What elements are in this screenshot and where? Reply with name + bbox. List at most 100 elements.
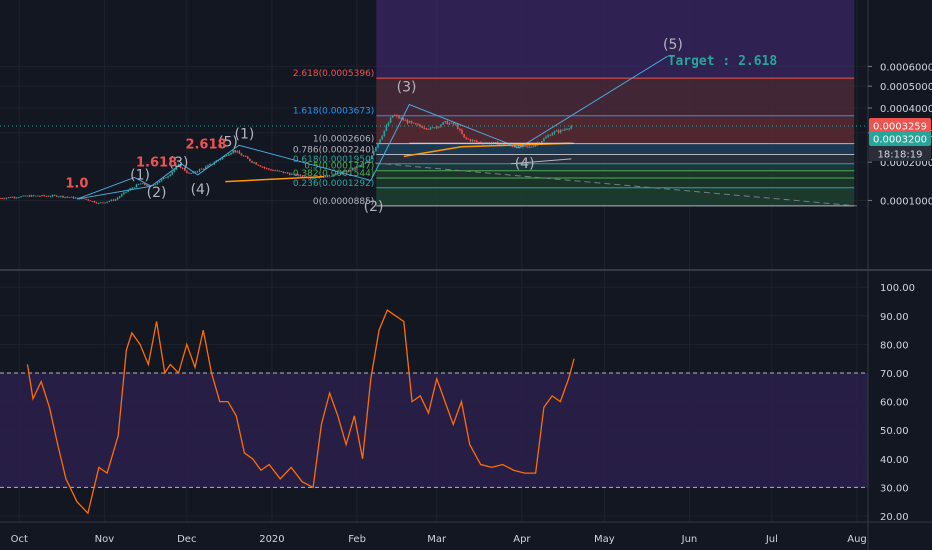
x-tick-label: Mar (427, 534, 447, 545)
candle-body (373, 151, 375, 156)
candle-body (150, 185, 152, 186)
candle-body (184, 168, 186, 171)
candle-body (179, 164, 182, 168)
candle-body (436, 126, 438, 129)
candle-body (91, 201, 94, 202)
candle-body (51, 195, 54, 197)
candle-body (299, 174, 302, 177)
elliott-wave-lines[interactable] (76, 55, 858, 207)
candle-body (343, 170, 346, 172)
candle-body (255, 162, 257, 165)
candle-body (24, 195, 26, 197)
candle-body (47, 196, 50, 197)
candle-body (349, 170, 352, 171)
candle-body (22, 195, 24, 197)
candle-body (564, 129, 566, 131)
candle-body (396, 115, 398, 117)
wave-label: (3) (169, 155, 189, 171)
candle-body (557, 130, 560, 133)
candle-body (169, 174, 171, 177)
candle-body (251, 161, 253, 163)
candle-body (352, 167, 354, 171)
candle-body (121, 194, 123, 197)
candle-body (379, 139, 381, 143)
candle-body (475, 140, 478, 142)
rsi-tick-label: 80.00 (880, 340, 909, 351)
countdown-badge: 18:18:19 (878, 149, 923, 160)
candle-body (318, 177, 320, 179)
candle-body (68, 197, 71, 198)
candle-body (295, 173, 297, 176)
candle-body (127, 190, 129, 192)
candle-body (165, 177, 167, 179)
rsi-panel (0, 309, 868, 515)
wave-label: (5) (663, 37, 683, 53)
candle-body (494, 142, 497, 143)
candle-body (18, 197, 20, 199)
candle-body (402, 117, 404, 120)
candle-body (100, 202, 102, 204)
last-price-badge: 0.0003259 (873, 121, 927, 132)
candle-body (568, 128, 570, 130)
candle-body (423, 127, 425, 129)
countdown-badge-bg (869, 145, 931, 161)
candle-body (276, 170, 278, 172)
elliott-wave-line (76, 185, 152, 200)
candle-body (272, 170, 274, 172)
wave-label: (4) (515, 156, 535, 172)
fib-zone (376, 163, 855, 171)
candle-body (228, 154, 230, 156)
candle-body (404, 119, 407, 121)
rsi-tick-label: 70.00 (880, 369, 909, 380)
candle-body (160, 179, 163, 182)
candle-body (89, 200, 92, 202)
candle-body (58, 196, 60, 198)
fib-level-label: 0.5(0.0001747) (304, 162, 374, 172)
candle-body (3, 198, 5, 200)
wave-label: (2) (147, 185, 167, 201)
candle-body (188, 172, 190, 174)
wave-label: (5) (218, 135, 238, 151)
candle-body (261, 166, 264, 168)
candle-body (247, 156, 249, 159)
fibonacci-extension[interactable]: 2.618(0.0005396) 1.618(0.0003673) 1(0.0002… (293, 0, 855, 207)
y-tick-label: 0.0006000 (880, 62, 932, 73)
target-label: Target : 2.618 (668, 54, 778, 69)
candle-body (326, 175, 329, 177)
candle-body (200, 168, 203, 170)
candle-body (391, 115, 394, 118)
y-tick-label: 0.0001000 (880, 196, 932, 207)
candle-body (219, 158, 222, 160)
candle-body (547, 135, 549, 137)
candle-body (289, 173, 291, 175)
candle-body (549, 135, 551, 137)
candle-body (524, 145, 526, 147)
fib-level-label: 1(0.0002606) (313, 135, 374, 145)
candle-body (467, 138, 470, 140)
candle-body (131, 187, 134, 189)
candle-body (419, 124, 421, 127)
candle-body (34, 195, 37, 197)
candle-body (425, 128, 428, 130)
candle-body (253, 162, 255, 164)
candle-body (268, 168, 270, 170)
candle-body (286, 172, 289, 174)
candle-body (60, 195, 62, 197)
fib-zone (376, 154, 855, 164)
x-tick-label: Apr (513, 534, 531, 545)
candle-body (530, 146, 533, 148)
candle-body (408, 121, 411, 123)
fib-ratio-annotation: 1.0 (65, 176, 88, 191)
rsi-tick-label: 20.00 (880, 512, 909, 523)
x-tick-label: Feb (348, 534, 366, 545)
fib-zone (376, 170, 855, 179)
y-tick-label: 0.0005000 (880, 82, 932, 93)
candle-body (284, 172, 287, 174)
reference-price-badge-bg (869, 130, 931, 146)
candle-body (370, 155, 373, 159)
candle-body (280, 171, 283, 172)
candle-body (139, 183, 142, 185)
candle-body (158, 181, 161, 183)
